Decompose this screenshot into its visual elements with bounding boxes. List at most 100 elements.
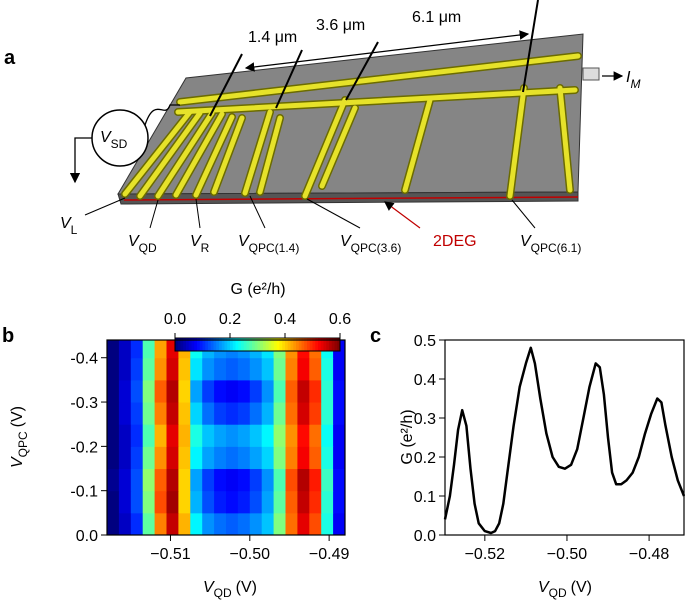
heat-cell (154, 490, 167, 514)
colorbar-segment (249, 338, 253, 351)
heat-cell (154, 340, 167, 359)
colorbar-segment (309, 338, 313, 351)
heat-cell (107, 468, 120, 492)
panel-label: a (4, 47, 16, 69)
heat-cell (273, 490, 286, 514)
heat-cell (321, 402, 334, 425)
heat-cell (273, 379, 286, 403)
heat-cell (237, 357, 251, 381)
heat-cell (321, 357, 334, 381)
spacing-label: 1.4 μm (248, 29, 297, 46)
heat-cell (214, 357, 227, 381)
unit: (V) (9, 406, 26, 427)
colorbar-segment (315, 338, 319, 351)
heat-cell (118, 424, 132, 447)
heat-cell (178, 424, 191, 447)
heat-cell (309, 379, 322, 403)
gate-label: VQPC(6.1) (520, 233, 581, 255)
heat-cell (202, 468, 215, 492)
colorbar-segment (268, 338, 272, 351)
device-schematic: 1.4 μm 3.6 μm 6.1 μm IM VSD VL VQD VR VQ… (60, 0, 640, 255)
symbol: V (238, 233, 250, 250)
heat-cell (166, 446, 179, 470)
symbol: V (128, 233, 140, 250)
heat-cell (190, 357, 203, 381)
heat-cell (273, 424, 286, 447)
heat-cell (333, 512, 346, 536)
heat-cell (273, 468, 286, 492)
panel-label: c (370, 325, 381, 347)
colorbar-segment (320, 338, 324, 351)
heat-cell (202, 446, 215, 470)
heat-cell (261, 424, 275, 447)
colorbar-segment (194, 338, 198, 351)
y-tick-label: 0.0 (76, 528, 98, 545)
colorbar-segment (208, 338, 212, 351)
heat-cell (261, 357, 275, 381)
colorbar-segment (331, 338, 335, 351)
heat-cell (261, 512, 275, 536)
data-line (443, 346, 685, 535)
heat-cell (297, 512, 310, 536)
heat-cell (309, 490, 322, 514)
heat-cell (166, 402, 179, 425)
heat-cell (107, 446, 120, 470)
heat-cell (273, 512, 286, 536)
heat-cell (130, 402, 144, 425)
colorbar-segment (326, 338, 330, 351)
heat-cell (226, 468, 239, 492)
heat-cell (249, 424, 263, 447)
dimension-line (244, 30, 530, 72)
heat-cell (178, 379, 191, 403)
heat-cell (285, 402, 298, 425)
heat-cell (142, 424, 156, 447)
heat-cell (309, 402, 322, 425)
heat-cell (202, 379, 215, 403)
spacing-label: 3.6 μm (316, 17, 365, 34)
heat-cell (261, 446, 275, 470)
subscript: R (201, 241, 210, 255)
x-tick-label: −0.48 (629, 546, 670, 563)
heat-cell (107, 402, 120, 425)
colorbar-segment (199, 338, 203, 351)
heat-cell (237, 512, 251, 536)
gate-label: VL (60, 215, 78, 237)
heat-cell (297, 357, 310, 381)
heat-cell (142, 340, 156, 359)
heat-cell (285, 379, 298, 403)
y-tick-label: 0.5 (414, 333, 436, 350)
heat-cell (237, 490, 251, 514)
heat-cell (297, 424, 310, 447)
y-tick-label: 0.3 (414, 411, 436, 428)
symbol: V (538, 579, 550, 596)
heat-cell (333, 446, 346, 470)
heat-cell (202, 424, 215, 447)
heat-cell (321, 424, 334, 447)
symbol: V (520, 233, 532, 250)
heat-cell (154, 402, 167, 425)
heat-cell (297, 379, 310, 403)
heat-cell (118, 446, 132, 470)
x-tick-label: −0.50 (547, 546, 588, 563)
heat-cell (190, 402, 203, 425)
heat-cell (190, 490, 203, 514)
heat-cell (285, 468, 298, 492)
subscript: QD (214, 586, 232, 600)
heat-cell (166, 468, 179, 492)
gates (122, 53, 581, 199)
heat-cell (214, 402, 227, 425)
axis-label: G (e²/h) (399, 409, 416, 464)
gate-label: VR (190, 233, 210, 255)
plot-frame (444, 339, 685, 536)
colorbar-segment (197, 338, 201, 351)
heat-cell (118, 402, 132, 425)
heat-cell (261, 402, 275, 425)
subscript: QD (549, 586, 567, 600)
heat-cell (273, 357, 286, 381)
heat-cell (178, 357, 191, 381)
subscript: QPC (16, 431, 30, 457)
heat-cell (309, 468, 322, 492)
subscript: M (630, 77, 640, 91)
heat-cell (118, 357, 132, 381)
